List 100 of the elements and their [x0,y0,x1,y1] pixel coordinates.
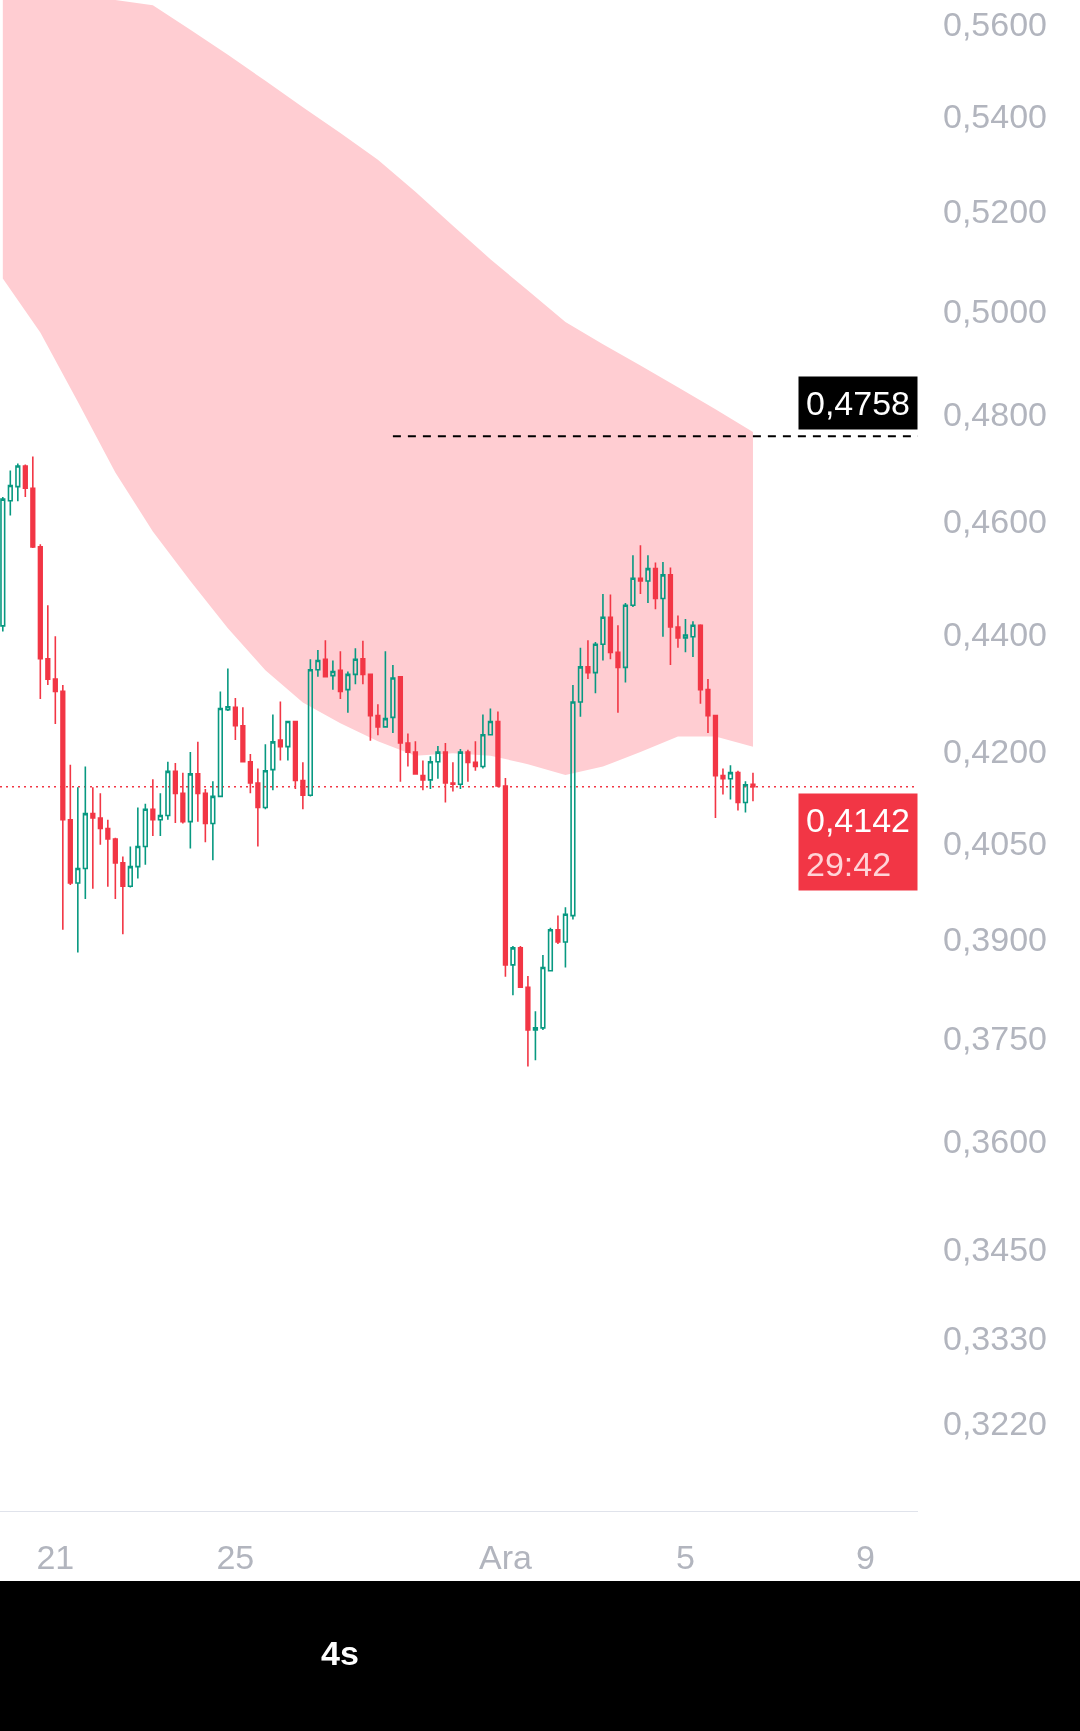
candlestick [0,496,6,633]
candlestick [337,650,344,700]
candlestick [660,561,666,638]
candlestick [270,713,276,792]
candlestick [510,945,516,996]
candlestick [165,760,171,821]
candlestick [652,561,659,611]
candlestick [435,745,441,780]
candlestick [697,623,704,705]
x-tick-label: 9 [856,1537,875,1576]
candlestick [600,593,606,662]
x-tick-label: 21 [36,1537,75,1576]
candlestick [75,786,81,954]
y-tick-label: 0,4050 [943,824,1047,863]
candlestick [592,641,599,694]
y-tick-label: 0,3450 [943,1229,1047,1268]
candlestick [232,697,238,741]
candlestick [82,765,88,900]
candlestick [465,748,471,783]
candlestick [45,604,51,686]
candlestick [142,802,148,866]
candlestick [120,855,126,936]
candlestick [727,764,734,801]
candlestick [630,554,636,608]
y-tick-label: 0,3900 [943,919,1047,958]
candlestick [30,455,36,549]
candlestick [210,780,216,862]
candlestick [547,927,554,973]
candlestick [457,748,464,790]
candlestick [135,806,141,880]
candlestick [667,566,674,666]
candlestick [225,667,231,711]
candlestick [397,675,404,783]
y-tick-label: 0,4600 [943,502,1047,541]
y-tick-label: 0,4800 [943,394,1047,433]
candlestick [405,732,411,768]
ref-line-label: 0,4142 29:42 [806,801,910,884]
candlestick [285,720,291,762]
candlestick [742,780,749,814]
candlestick [690,620,696,658]
y-tick-label: 0,3330 [943,1319,1047,1358]
candlestick [570,684,576,921]
candlestick [472,740,479,772]
y-tick-label: 0,3220 [943,1404,1047,1443]
candlestick [487,707,494,736]
data-label: 0,4758 [806,384,910,422]
candlestick [375,703,381,737]
candlestick [112,837,118,900]
y-tick-label: 0,5400 [943,97,1047,136]
candlestick [532,1010,539,1062]
candlestick [105,819,111,888]
candlestick [187,751,193,850]
candlestick [37,543,43,700]
candlestick [390,664,396,734]
candlestick [90,786,96,890]
y-tick-label: 0,4200 [943,732,1047,771]
candlestick [7,469,13,517]
candlestick [127,845,133,889]
x-tick-label: 5 [675,1537,695,1576]
candlestick [615,624,621,714]
y-tick-label: 0,3600 [943,1122,1047,1161]
candlestick [675,614,681,649]
candlestick [262,743,268,811]
candlestick [307,658,314,798]
candlestick [97,792,103,846]
candlestick [607,593,614,661]
candlestick [427,755,434,790]
candlestick [577,646,584,718]
candlestick [480,713,486,770]
candlestick [412,740,419,776]
candlestick [22,463,28,498]
candlestick [322,639,329,678]
text: 4s [321,1634,359,1672]
candlestick [367,673,374,742]
candlestick [705,678,711,734]
candlestick [562,906,569,969]
candlestick [352,647,359,686]
candlestick [517,945,524,989]
candlestick [240,706,246,764]
candlestick [645,554,651,604]
candlestick [217,690,223,798]
candlestick [345,670,351,714]
candlestick [15,462,21,503]
candlestick [277,700,284,762]
candlestick [330,659,336,691]
candlestick [555,914,561,945]
candlestick [502,777,509,978]
candlestick [682,618,689,654]
candlestick [172,762,178,824]
candlestick [585,639,591,680]
y-tick-label: 0,5000 [943,291,1047,330]
candlestick [540,954,546,1031]
y-tick-label: 0,3750 [943,1018,1047,1057]
candlestick [315,649,321,678]
candlestick [622,602,629,684]
candlestick [202,788,208,843]
y-tick-label: 0,4400 [943,614,1047,653]
candlestick [637,544,644,595]
candlestick [382,650,389,728]
y-tick-label: 0,5200 [943,192,1047,231]
